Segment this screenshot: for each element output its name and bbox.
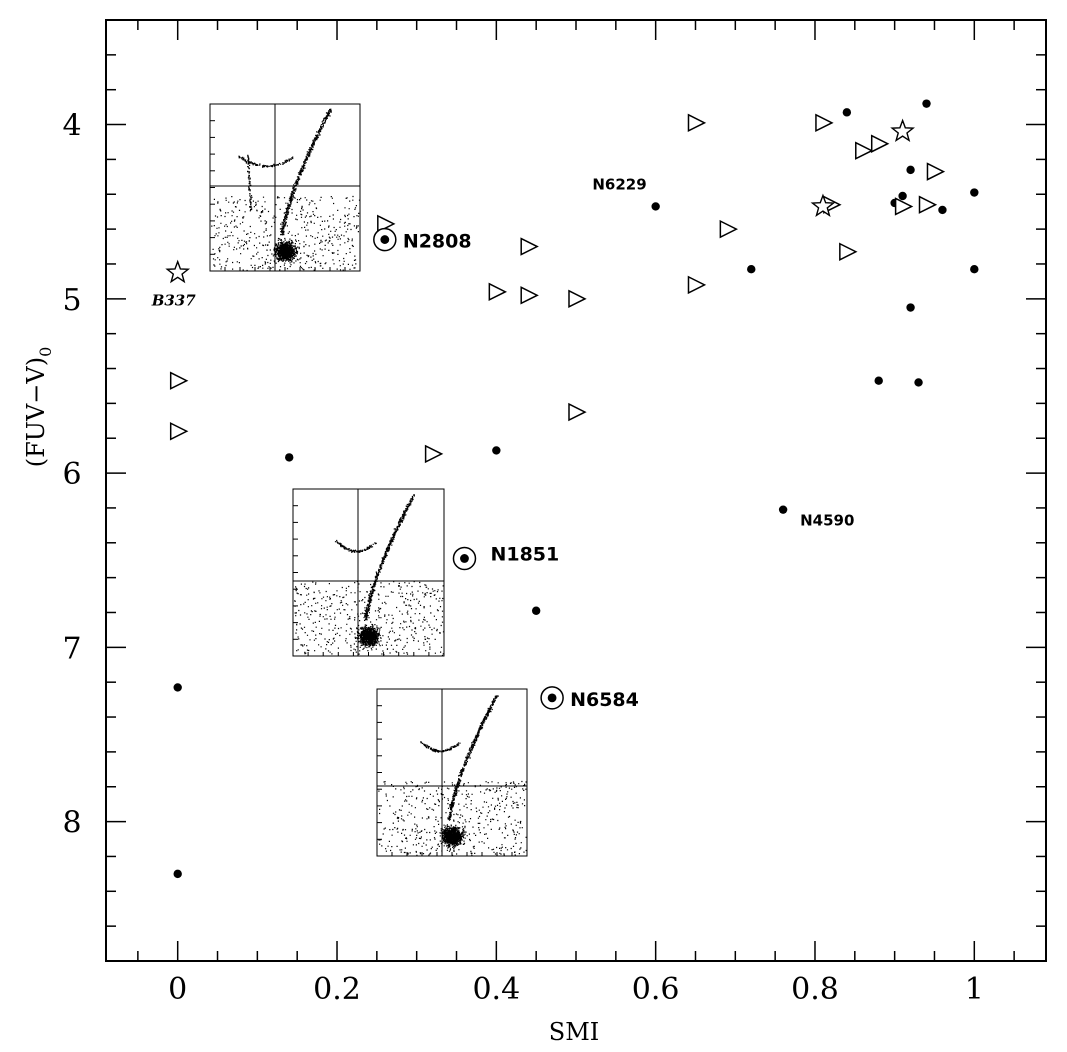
point-annotation: B337 — [151, 292, 197, 310]
data-point-filled-circle — [914, 378, 923, 387]
data-point-filled-circle — [970, 188, 979, 197]
data-point-open-triangle — [488, 282, 508, 302]
data-point-circled-dot — [452, 546, 477, 571]
data-point-open-triangle — [687, 113, 707, 133]
data-point-open-triangle — [169, 371, 189, 390]
data-point-open-triangle — [855, 141, 874, 160]
data-point-filled-circle — [651, 202, 660, 211]
data-point-filled-circle — [173, 683, 182, 692]
point-annotation: N2808 — [403, 231, 472, 253]
data-point-filled-circle — [285, 453, 294, 462]
data-point-open-triangle — [926, 162, 946, 181]
data-point-open-triangle — [169, 422, 189, 441]
data-point-filled-circle — [898, 191, 907, 201]
data-point-filled-circle — [922, 99, 931, 108]
data-point-open-triangle — [520, 286, 539, 305]
data-point-open-star — [890, 118, 915, 143]
y-axis-label-subscript: 0 — [36, 347, 55, 357]
data-point-open-triangle — [424, 444, 444, 464]
data-point-filled-circle — [531, 606, 541, 615]
y-axis-label: (FUV−V)0 — [22, 347, 55, 468]
data-point-open-triangle — [894, 197, 914, 216]
y-tick-label: 6 — [62, 457, 81, 492]
x-tick-label: 0.4 — [472, 972, 520, 1007]
x-tick-label: 0.8 — [791, 972, 839, 1007]
data-point-filled-circle — [970, 264, 979, 274]
point-labels: N2808 N1851 N6584 N6229 N4590 B337 — [151, 175, 855, 710]
y-tick-label: 4 — [62, 109, 81, 144]
cmd-inset — [376, 688, 528, 857]
cmd-inset — [209, 103, 361, 272]
x-tick-label: 0.6 — [632, 972, 680, 1007]
data-point-circled-dot — [373, 227, 397, 252]
data-point-open-star — [810, 193, 836, 217]
data-point-filled-circle — [173, 869, 182, 879]
data-point-open-star — [165, 259, 191, 284]
data-point-open-triangle — [568, 402, 587, 422]
y-tick-label: 7 — [62, 631, 81, 666]
y-tick-label: 8 — [62, 806, 81, 841]
data-point-filled-circle — [842, 108, 852, 117]
x-axis-label: SMI — [549, 1018, 600, 1046]
data-point-filled-circle — [906, 303, 915, 312]
point-annotation: N1851 — [490, 543, 559, 565]
x-tick-label: 0.2 — [313, 972, 361, 1007]
data-point-open-triangle — [719, 219, 739, 239]
point-annotation: N4590 — [800, 512, 854, 530]
data-point-open-triangle — [520, 237, 539, 256]
data-point-filled-circle — [874, 376, 883, 385]
point-annotation: N6584 — [570, 689, 639, 711]
cmd-insets — [209, 103, 528, 857]
x-tick-label: 1 — [965, 972, 984, 1007]
data-point-open-triangle — [687, 275, 707, 295]
data-point-open-triangle — [839, 242, 858, 261]
cmd-inset — [292, 488, 445, 657]
chart-marks — [165, 99, 979, 879]
data-point-filled-circle — [747, 264, 756, 274]
data-point-filled-circle — [906, 165, 915, 175]
data-point-filled-circle — [938, 205, 947, 215]
data-point-open-triangle — [918, 195, 938, 214]
data-point-open-triangle — [568, 289, 587, 309]
y-tick-label: 5 — [62, 283, 81, 318]
y-axis-label-main: (FUV−V) — [22, 357, 50, 467]
data-point-filled-circle — [778, 505, 788, 514]
data-point-open-triangle — [870, 134, 890, 153]
point-annotation: N6229 — [592, 175, 646, 193]
data-point-filled-circle — [492, 446, 501, 455]
x-tick-label: 0 — [168, 972, 187, 1007]
axes: 0 0.2 0.4 0.6 0.8 1 4 5 6 7 8 — [62, 19, 1047, 1007]
data-point-open-triangle — [815, 113, 834, 133]
data-point-circled-dot — [540, 686, 564, 710]
